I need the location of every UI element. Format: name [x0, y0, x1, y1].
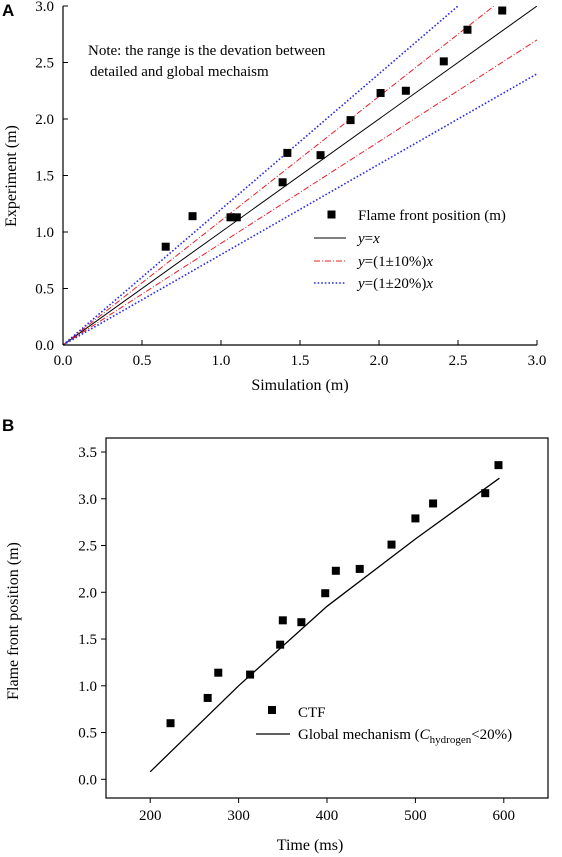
- x-tick-label-b: 400: [316, 808, 339, 824]
- data-point: [376, 89, 385, 98]
- y-axis-title-b: Flame front position (m): [5, 542, 22, 700]
- chart-panel-a: 0.0 0.5 1.0 1.5 2.0 2.5 3.0 0.0 0.5 1.0 1.5 2.0 2.5 3…: [3, 0, 546, 394]
- y-tick-label-a: 1.5: [35, 169, 54, 185]
- data-point: [481, 489, 490, 498]
- legend-a: Flame front position (m) y=x y=(1±10%)x …: [314, 208, 506, 292]
- y-tick-label-b: 3.0: [78, 492, 97, 508]
- chart-panel-b: 200 300 400 500 6000.00.51.01.52.02.53.03.5 …: [5, 437, 549, 854]
- legend-b: CTF Global mechanism (Chydrogen<20%): [256, 705, 512, 746]
- x-tick-label-a: 3.0: [528, 353, 547, 369]
- legend-a-label-20pct: y=(1±20%)x: [356, 276, 433, 292]
- panel-a-lines: [63, 6, 537, 345]
- data-point: [246, 670, 255, 679]
- x-axis-title-a: Simulation (m): [251, 377, 348, 394]
- series-line-2-0: [63, 6, 495, 345]
- panel-b-points: [166, 461, 503, 728]
- y-tick-label-a: 0.0: [35, 338, 54, 354]
- x-tick-label-a: 2.5: [449, 353, 468, 369]
- annotation-line-1: Note: the range is the devation between: [88, 43, 326, 59]
- x-tick-label-a: 2.0: [370, 353, 389, 369]
- legend-b-marker-ctf: [268, 706, 276, 714]
- data-point: [316, 151, 325, 160]
- x-tick-label-b: 200: [139, 808, 162, 824]
- y-tick-label-b: 2.5: [78, 539, 97, 555]
- x-tick-label-a: 0.0: [54, 353, 73, 369]
- data-point: [498, 6, 507, 15]
- data-point: [278, 616, 287, 625]
- data-point: [439, 57, 448, 66]
- series-line-2-1: [63, 39, 537, 345]
- y-tick-label-a: 3.0: [35, 0, 54, 15]
- data-point: [355, 564, 364, 573]
- data-point: [331, 566, 340, 575]
- x-tick-label-b: 600: [493, 808, 516, 824]
- data-point: [161, 242, 170, 251]
- series-line-3-1: [63, 73, 537, 345]
- y-tick-label-a: 2.5: [35, 56, 54, 72]
- y-tick-label-b: 0.5: [78, 726, 97, 742]
- x-axis-title-b: Time (ms): [277, 837, 344, 854]
- legend-a-label-points: Flame front position (m): [358, 208, 506, 224]
- y-axis-title-a: Experiment (m): [3, 125, 20, 227]
- panel-a-ticks: 0.0 0.5 1.0 1.5 2.0 2.5 3.0 0.0 0.5 1.0 1.5 2.0 2.5 3…: [35, 0, 546, 369]
- data-point: [232, 213, 241, 222]
- data-point: [411, 514, 420, 523]
- x-tick-label-a: 1.0: [212, 353, 231, 369]
- data-point: [321, 589, 330, 598]
- y-tick-label-b: 3.5: [78, 445, 97, 461]
- panel-b-ticks: 200 300 400 500 600 0.0 0.5 1.0 1.5 2.0 2.5 3.0 3.5: [78, 445, 515, 824]
- data-point: [226, 213, 235, 222]
- data-point: [463, 25, 472, 34]
- y-tick-label-a: 0.5: [35, 282, 54, 298]
- x-tick-label-b: 500: [404, 808, 427, 824]
- data-point: [276, 640, 285, 649]
- panel-a-letter: A: [2, 1, 14, 20]
- y-tick-label-b: 1.0: [78, 679, 97, 695]
- data-point: [401, 86, 410, 95]
- data-point: [283, 148, 292, 157]
- panel-b-letter: B: [2, 416, 14, 435]
- data-point: [214, 668, 223, 677]
- data-point: [188, 212, 197, 221]
- y-tick-label-b: 2.0: [78, 585, 97, 601]
- x-tick-label-b: 300: [227, 808, 250, 824]
- panel-a-points: [161, 6, 507, 251]
- legend-a-label-yx: y=x: [356, 231, 380, 247]
- x-tick-label-a: 1.5: [291, 353, 310, 369]
- y-tick-label-a: 2.0: [35, 112, 54, 128]
- data-point: [387, 540, 396, 549]
- series-line-global-mechanism: [149, 477, 500, 773]
- data-point: [203, 693, 212, 702]
- y-tick-label-b: 1.5: [78, 632, 97, 648]
- data-point: [166, 719, 175, 728]
- data-point: [429, 499, 438, 508]
- data-point: [297, 618, 306, 627]
- legend-b-label-ctf: CTF: [298, 705, 326, 721]
- legend-a-label-10pct: y=(1±10%)x: [356, 254, 433, 270]
- x-tick-label-a: 0.5: [133, 353, 152, 369]
- series-line-1-0: [63, 6, 537, 345]
- panel-b-lines: [149, 477, 500, 773]
- data-point: [494, 461, 503, 470]
- legend-a-marker-points: [327, 210, 336, 219]
- y-tick-label-a: 1.0: [35, 225, 54, 241]
- y-tick-label-b: 0.0: [78, 772, 97, 788]
- data-point: [278, 178, 287, 187]
- annotation-line-2: detailed and global mechaism: [90, 64, 269, 80]
- legend-b-label-global: Global mechanism (Chydrogen<20%): [298, 727, 512, 746]
- data-point: [346, 116, 355, 125]
